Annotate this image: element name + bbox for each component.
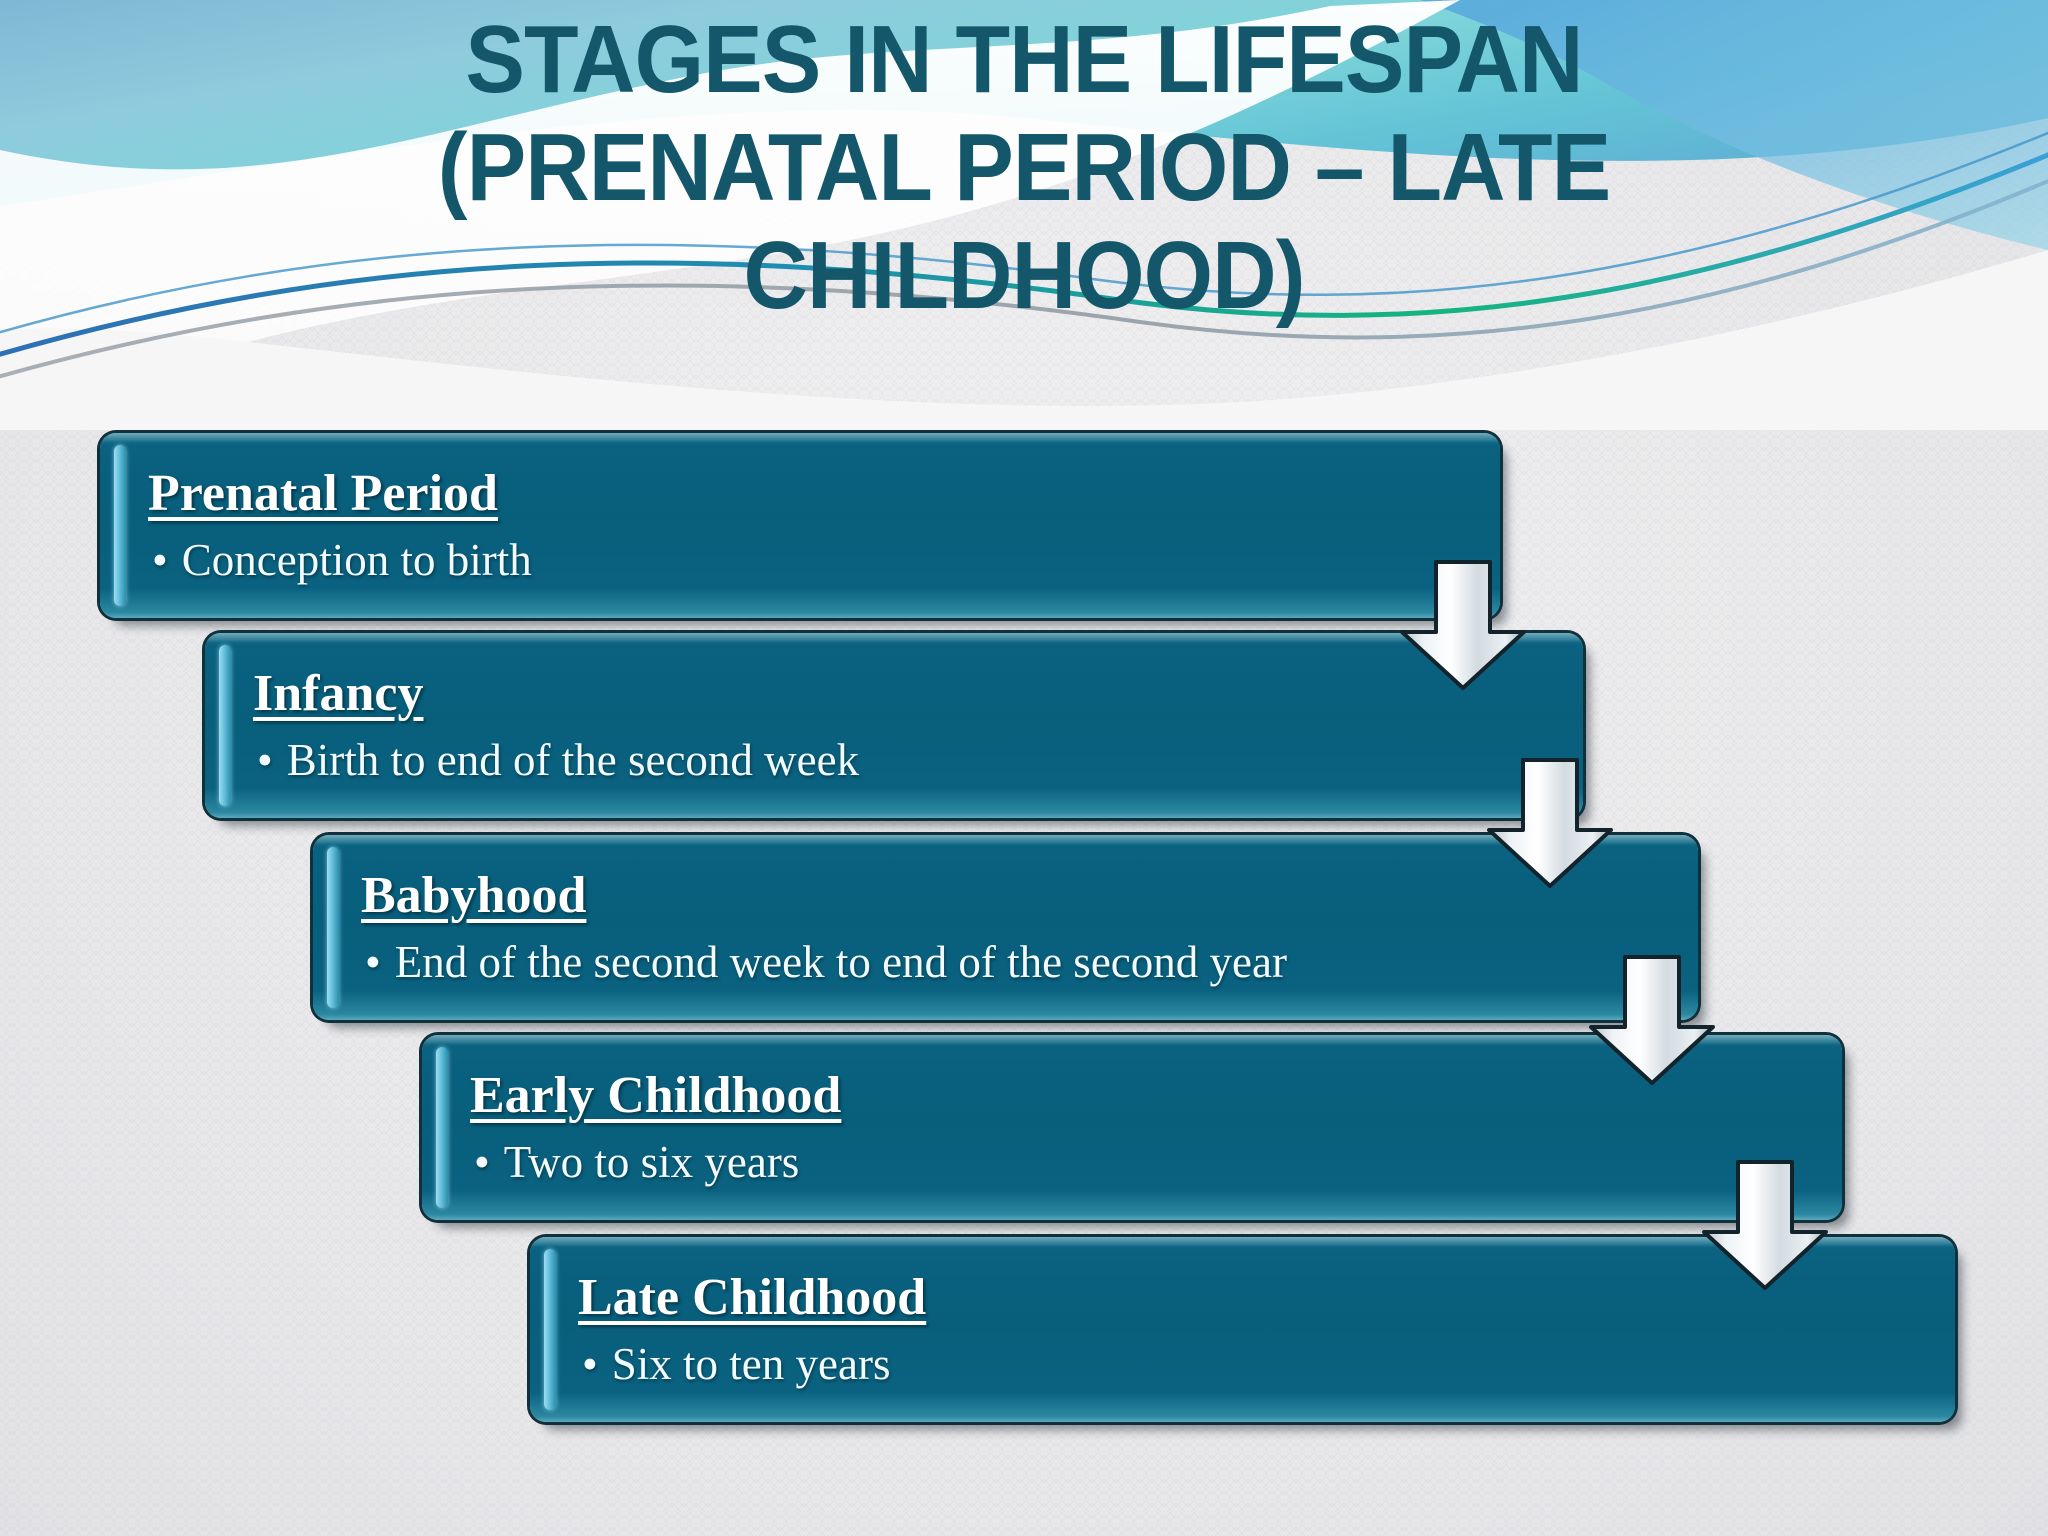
bullet-icon: • <box>582 1338 598 1389</box>
bullet-icon: • <box>474 1136 490 1187</box>
stage-detail-text: Conception to birth <box>181 534 532 585</box>
bullet-icon: • <box>152 534 168 585</box>
stage-bevel-accent <box>327 847 339 1008</box>
slide-title: STAGES IN THE LIFESPAN (PRENATAL PERIOD … <box>0 6 2048 330</box>
stage-bevel-accent <box>436 1047 448 1208</box>
stage-detail-text: Two to six years <box>503 1136 800 1187</box>
stage-title-prenatal-period: Prenatal Period <box>148 464 498 522</box>
stage-detail-text: Birth to end of the second week <box>286 734 860 785</box>
stage-box-prenatal-period[interactable]: Prenatal Period • Conception to birth <box>100 433 1500 618</box>
stage-box-infancy[interactable]: Infancy • Birth to end of the second week <box>205 633 1583 818</box>
stage-box-early-childhood[interactable]: Early Childhood • Two to six years <box>422 1035 1842 1220</box>
bullet-icon: • <box>365 936 381 987</box>
title-line-2: (PRENATAL PERIOD – LATE <box>437 114 1611 221</box>
stage-box-late-childhood[interactable]: Late Childhood • Six to ten years <box>530 1237 1955 1422</box>
arrow-prenatal-to-infancy <box>1398 560 1528 690</box>
stage-bevel-accent <box>114 445 126 606</box>
stage-title-infancy: Infancy <box>253 664 424 722</box>
stage-detail-early-childhood: • Two to six years <box>470 1134 1816 1190</box>
stage-detail-text: End of the second week to end of the sec… <box>394 936 1287 987</box>
stage-title-early-childhood: Early Childhood <box>470 1066 842 1124</box>
stage-detail-infancy: • Birth to end of the second week <box>253 732 1557 788</box>
stage-title-babyhood: Babyhood <box>361 866 587 924</box>
stage-bevel-accent <box>544 1249 556 1410</box>
stage-detail-babyhood: • End of the second week to end of the se… <box>361 934 1672 990</box>
title-line-1: STAGES IN THE LIFESPAN <box>465 6 1583 113</box>
arrow-infancy-to-babyhood <box>1485 758 1615 888</box>
header-decoration <box>0 0 2048 430</box>
stage-bevel-accent <box>219 645 231 806</box>
bullet-icon: • <box>257 734 273 785</box>
arrow-early-to-late-childhood <box>1700 1160 1830 1290</box>
stage-title-late-childhood: Late Childhood <box>578 1268 927 1326</box>
stage-box-babyhood[interactable]: Babyhood • End of the second week to end … <box>313 835 1698 1020</box>
stage-detail-late-childhood: • Six to ten years <box>578 1336 1929 1392</box>
stage-detail-prenatal-period: • Conception to birth <box>148 532 1474 588</box>
arrow-babyhood-to-early-childhood <box>1587 955 1717 1085</box>
title-line-3: CHILDHOOD) <box>743 222 1305 329</box>
stage-detail-text: Six to ten years <box>611 1338 891 1389</box>
